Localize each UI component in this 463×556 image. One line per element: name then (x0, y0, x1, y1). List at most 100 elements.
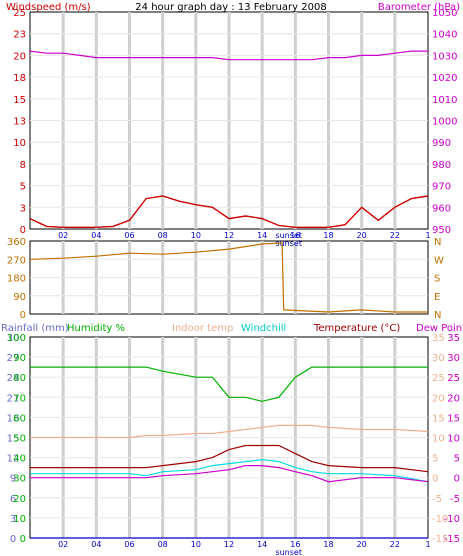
temp-tick-label: 10 (447, 434, 460, 445)
x-tick-label: 12 (224, 231, 234, 240)
wind-tick-label: 23 (13, 30, 26, 41)
humidity-tick-label: 40 (13, 454, 26, 465)
windchill-axis-label: Windchill (241, 323, 286, 334)
x-tick-label: 22 (390, 231, 400, 240)
dewpoint-axis-label: Dew Point (416, 323, 463, 334)
x-tick-label: 08 (158, 540, 168, 549)
indoor-tick-label: 30 (432, 353, 445, 364)
humidity-tick-label: 80 (13, 373, 26, 384)
sunset-label: sunset (275, 239, 302, 248)
x-tick-label: 14 (257, 540, 267, 549)
wind-tick-label: 10 (13, 138, 26, 149)
windspeed-line (29, 195, 429, 229)
humidity-tick-label: 70 (13, 393, 26, 404)
temp-tick-label: 35 (447, 333, 460, 344)
dir-tick-label: 0 (20, 310, 26, 321)
indoor-tick-label: 35 (432, 333, 445, 344)
temp-tick-label: 15 (447, 413, 460, 424)
rain-tick-label: 24 (7, 373, 20, 384)
humidity-line (30, 366, 428, 402)
wind-direction-line (29, 242, 428, 313)
baro-tick-label: 960 (432, 203, 451, 214)
x-tick-label: 20 (357, 231, 367, 240)
temp-tick-label: -15 (444, 534, 460, 545)
dewpoint-line (30, 465, 429, 483)
wind-tick-label: 18 (13, 73, 26, 84)
x-tick-label: 16 (290, 231, 300, 240)
baro-tick-label: 1050 (432, 8, 457, 19)
windchill-line (30, 458, 429, 483)
baro-tick-label: 950 (432, 225, 451, 236)
sunset-label: sunset (275, 231, 302, 240)
compass-tick-label: W (434, 255, 444, 266)
x-tick-label: 12 (224, 540, 234, 549)
rain-tick-label: 3 (10, 514, 16, 525)
compass-tick-label: N (434, 237, 441, 248)
temp-tick-label: 5 (454, 454, 460, 465)
humidity-tick-label: 90 (13, 353, 26, 364)
indoor-tick-label: 25 (432, 373, 445, 384)
indoor-tick-label: 20 (432, 393, 445, 404)
temp-tick-label: -5 (450, 494, 460, 505)
x-tick-label: 1 (425, 231, 430, 240)
x-tick-label: 18 (323, 231, 333, 240)
wind-axis-label: Windspeed (m/s) (6, 2, 91, 13)
x-tick-label: 04 (91, 231, 101, 240)
indoor-tick-label: -5 (432, 494, 442, 505)
x-tick-label: 02 (58, 540, 68, 549)
indoor-tick-label: 5 (432, 454, 438, 465)
barometer-line (29, 50, 428, 61)
temperature-axis-label: Temperature (°C) (313, 323, 400, 334)
x-tick-label: 10 (191, 231, 201, 240)
humidity-tick-label: 50 (13, 434, 26, 445)
compass-tick-label: N (434, 310, 441, 321)
x-tick-label: 04 (91, 540, 101, 549)
wind-tick-label: 20 (13, 51, 26, 62)
rain-tick-label: 18 (7, 413, 20, 424)
temp-tick-label: -10 (444, 514, 460, 525)
baro-tick-label: 990 (432, 138, 451, 149)
humidity-tick-label: 0 (20, 534, 26, 545)
rain-tick-label: 30 (7, 333, 20, 344)
rain-tick-label: 27 (7, 353, 20, 364)
temp-tick-label: 30 (447, 353, 460, 364)
humidity-tick-label: 20 (13, 494, 26, 505)
x-tick-label: 06 (124, 231, 134, 240)
compass-tick-label: E (434, 292, 440, 303)
humidity-tick-label: 100 (7, 333, 26, 344)
x-tick-label: 18 (323, 540, 333, 549)
indoor-temp-line (30, 424, 429, 439)
baro-tick-label: 1030 (432, 51, 457, 62)
baro-tick-label: 1020 (432, 73, 457, 84)
humidity-axis-label: Humidity % (67, 323, 125, 334)
dir-tick-label: 180 (7, 274, 26, 285)
wind-tick-label: 0 (20, 225, 26, 236)
baro-tick-label: 970 (432, 182, 451, 193)
wind-tick-label: 15 (13, 95, 26, 106)
dir-tick-label: 270 (7, 255, 26, 266)
dir-tick-label: 360 (7, 237, 26, 248)
humidity-tick-label: 60 (13, 413, 26, 424)
x-tick-label: 20 (357, 540, 367, 549)
indoor-tick-label: 10 (432, 434, 445, 445)
baro-tick-label: 980 (432, 160, 451, 171)
temp-tick-label: 25 (447, 373, 460, 384)
wind-tick-label: 8 (20, 160, 26, 171)
baro-tick-label: 1000 (432, 117, 457, 128)
wind-tick-label: 3 (20, 203, 26, 214)
rain-tick-label: 0 (10, 534, 16, 545)
rain-tick-label: 9 (10, 474, 16, 485)
temperature-line (30, 444, 429, 473)
compass-tick-label: S (434, 274, 440, 285)
indoor-tick-label: -10 (432, 514, 448, 525)
x-tick-label: 06 (124, 540, 134, 549)
wind-tick-label: 25 (13, 8, 26, 19)
rain-tick-label: 6 (10, 494, 16, 505)
rain-tick-label: 15 (7, 434, 20, 445)
rain-tick-label: 21 (7, 393, 20, 404)
temp-tick-label: 20 (447, 393, 460, 404)
x-tick-label: 08 (158, 231, 168, 240)
chart-title: 24 hour graph day : 13 February 2008 (135, 2, 326, 13)
wind-tick-label: 5 (20, 182, 26, 193)
